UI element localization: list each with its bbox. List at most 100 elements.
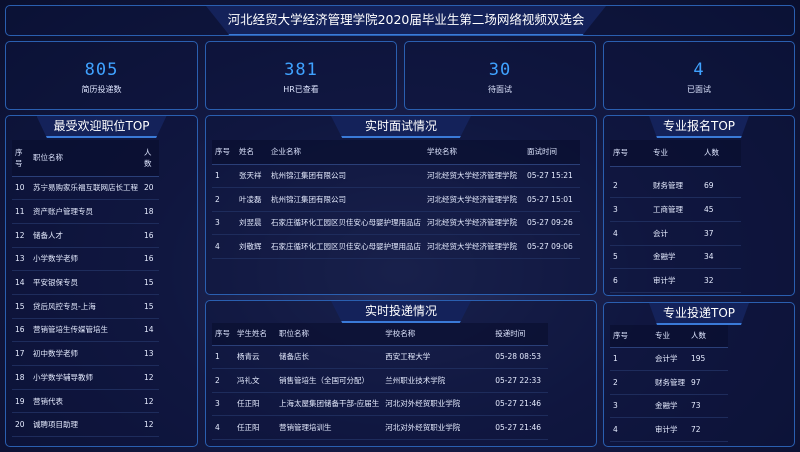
table-row[interactable]: 15 贷后风控专员-上海 15 [12, 294, 159, 319]
column-header: 序号 [12, 140, 30, 177]
table-cell: 69 [701, 174, 741, 199]
table-cell: 1 [610, 347, 652, 372]
table-row[interactable]: 2 财务管理 69 [610, 174, 741, 199]
table-cell: 营销代表 [30, 389, 141, 414]
table-cell: 3 [212, 211, 236, 236]
table-cell: 4 [212, 415, 234, 440]
table-row[interactable]: 20 诚聘项目助理 12 [12, 412, 159, 438]
table-row[interactable]: 2 叶凌磊 杭州锦江集团有限公司 河北经贸大学经济管理学院 05-27 15:01 [212, 187, 580, 212]
table-cell: 12 [141, 412, 159, 438]
table-cell: 45 [701, 197, 741, 222]
table-cell: 工商管理 [650, 197, 701, 222]
table-row[interactable]: 3 工商管理 45 [610, 197, 741, 222]
table-row[interactable]: 3 金融学 73 [610, 394, 728, 419]
table-cell: 11 [12, 199, 30, 224]
table-row[interactable]: 2 财务管理 97 [610, 370, 728, 395]
table-cell: 20 [12, 412, 30, 438]
panel-title: 专业投递TOP [649, 303, 749, 325]
table-row[interactable]: 1 杨青云 储备店长 西安工程大学 05-28 08:53 [212, 345, 549, 370]
table-row[interactable]: 10 苏宁易购家乐福互联网店长工程 20 [12, 176, 159, 201]
column-header: 职位名称 [276, 323, 383, 346]
table-cell: 销售管培生（全国可分配） [276, 368, 383, 393]
table-cell: 杨青云 [234, 345, 276, 370]
column-header: 职位名称 [30, 140, 141, 177]
table-cell: 32 [701, 268, 741, 293]
table-header: 序号 专业 人数 [610, 325, 728, 348]
table-cell: 17 [12, 341, 30, 366]
table-cell: 储备人才 [30, 223, 141, 248]
stat-label: 待面试 [488, 85, 512, 94]
table-row[interactable]: 7人力资源管理31 [610, 292, 741, 295]
table-cell: 营销管理培训生 [276, 415, 383, 440]
table-cell: 12 [141, 365, 159, 390]
table-row[interactable]: 4 审计学 72 [610, 417, 728, 442]
table-cell: 15 [141, 294, 159, 319]
table-cell: 冯礼文 [234, 368, 276, 393]
table-cell: 6 [610, 268, 650, 293]
table-cell: 05-27 21:46 [492, 415, 549, 440]
major-delivery-panel: 专业投递TOP 序号 专业 人数 1 会计学 195 2 财务管理 97 3 金融学 73 4 审计学 72 [603, 302, 795, 447]
table-cell: 2 [212, 187, 236, 212]
table-cell: 31 [701, 292, 741, 295]
table-row[interactable]: 19 营销代表 12 [12, 389, 159, 414]
table-row[interactable]: 17 初中数学老师 13 [12, 341, 159, 366]
table-row[interactable]: 3 刘翌晨 石家庄循环化工园区贝佳安心母婴护理用品店 河北经贸大学经济管理学院 05-2… [212, 211, 580, 236]
table-row[interactable]: 14 平安银保专员 15 [12, 270, 159, 295]
table-cell: 16 [141, 223, 159, 248]
table-row[interactable]: 4 任正阳 营销管理培训生 河北对外经贸职业学院 05-27 21:46 [212, 415, 549, 440]
table-cell: 3 [610, 197, 650, 222]
table-row[interactable]: 11 资产账户管理专员 18 [12, 199, 159, 224]
table-cell: 05-28 08:53 [492, 345, 549, 370]
table-cell: 任正阳 [234, 392, 276, 417]
table-cell: 审计学 [652, 417, 688, 442]
popular-jobs-panel: 最受欢迎职位TOP 序号 职位名称 人数 10 苏宁易购家乐福互联网店长工程 20 11 资产… [5, 115, 198, 447]
table-cell: 4 [212, 234, 236, 259]
table-row[interactable]: 6 审计学 32 [610, 268, 741, 293]
table-cell: 人力资源管理 [650, 292, 701, 295]
table-cell: 97 [688, 370, 728, 395]
column-header: 序号 [610, 140, 650, 167]
table-cell: 37 [701, 221, 741, 246]
column-header: 序号 [212, 140, 236, 165]
column-header: 企业名称 [268, 140, 424, 165]
table-row[interactable]: 12 储备人才 16 [12, 223, 159, 248]
table-cell: 16 [12, 318, 30, 343]
table-cell: 15 [141, 270, 159, 295]
table-cell: 05-27 22:33 [492, 368, 549, 393]
table-row[interactable]: 4 会计 37 [610, 221, 741, 246]
table-cell: 12 [12, 223, 30, 248]
panel-title: 实时投递情况 [331, 301, 471, 323]
table-cell: 营销管培生传媒管培生 [30, 318, 141, 343]
table-row[interactable]: 2 冯礼文 销售管培生（全国可分配） 兰州职业技术学院 05-27 22:33 [212, 368, 549, 393]
table-cell: 河北经贸大学经济管理学院 [424, 187, 524, 212]
table-cell: 3 [610, 394, 652, 419]
table-cell: 18 [141, 199, 159, 224]
table-row[interactable]: 16 营销管培生传媒管培生 14 [12, 318, 159, 343]
column-header: 姓名 [236, 140, 268, 165]
table-cell: 1 [212, 345, 234, 370]
table-cell: 诚聘项目助理 [30, 412, 141, 438]
interviews-table: 序号 姓名 企业名称 学校名称 面试时间 1 张天祥 杭州锦江集团有限公司 河北经贸大学经济管理… [212, 140, 580, 259]
table-cell: 小学数学老师 [30, 247, 141, 272]
table-cell: 平安银保专员 [30, 270, 141, 295]
page-title: 河北经贸大学经济管理学院2020届毕业生第二场网络视频双选会 [206, 6, 606, 35]
table-row[interactable]: 18 小学数学辅导教师 12 [12, 365, 159, 390]
table-cell: 兰州职业技术学院 [382, 368, 493, 393]
table-cell: 储备店长 [276, 345, 383, 370]
table-row[interactable]: 13 小学数学老师 16 [12, 247, 159, 272]
table-cell: 14 [141, 318, 159, 343]
stat-label: 简历投递数 [81, 85, 122, 94]
table-row[interactable]: 1 会计学 195 [610, 347, 728, 372]
table-row[interactable]: 3 任正阳 上海太屋集团储备干部-应届生 河北对外经贸职业学院 05-27 21:46 [212, 392, 549, 417]
table-row[interactable]: 5 金融学 34 [610, 245, 741, 270]
table-cell: 资产账户管理专员 [30, 199, 141, 224]
table-row[interactable]: 1 张天祥 杭州锦江集团有限公司 河北经贸大学经济管理学院 05-27 15:21 [212, 164, 580, 189]
stat-value: 805 [84, 60, 119, 80]
table-row[interactable]: 4 刘敬辉 石家庄循环化工园区贝佳安心母婴护理用品店 河北经贸大学经济管理学院 05-2… [212, 234, 580, 259]
column-header: 人数 [688, 325, 728, 348]
table-cell: 1 [212, 164, 236, 189]
table-cell: 财务管理 [650, 174, 701, 199]
table-cell: 15 [12, 294, 30, 319]
table-cell: 石家庄循环化工园区贝佳安心母婴护理用品店 [268, 234, 424, 259]
column-header: 面试时间 [524, 140, 580, 165]
